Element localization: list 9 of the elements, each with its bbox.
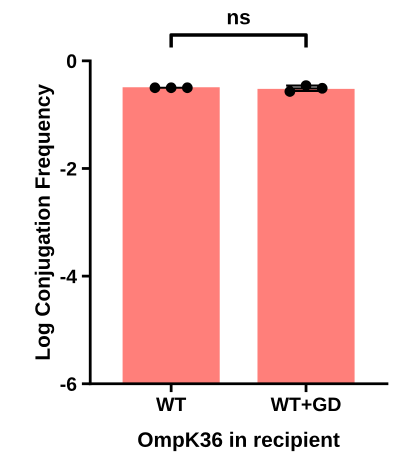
- text: ns: [228, 13, 250, 24]
- y-tick-label: -4: [60, 270, 77, 284]
- x-tick-label: WT+GD: [270, 397, 341, 412]
- y-axis-title: Log Conjugation Frequency: [34, 84, 54, 360]
- y-tick-label: -6: [60, 377, 76, 391]
- x-axis-title: OmpK36 in recipient: [138, 432, 340, 452]
- y-tick-label: -2: [60, 162, 76, 176]
- y-tick-label: 0: [66, 54, 76, 68]
- x-tick-label: WT: [156, 398, 186, 412]
